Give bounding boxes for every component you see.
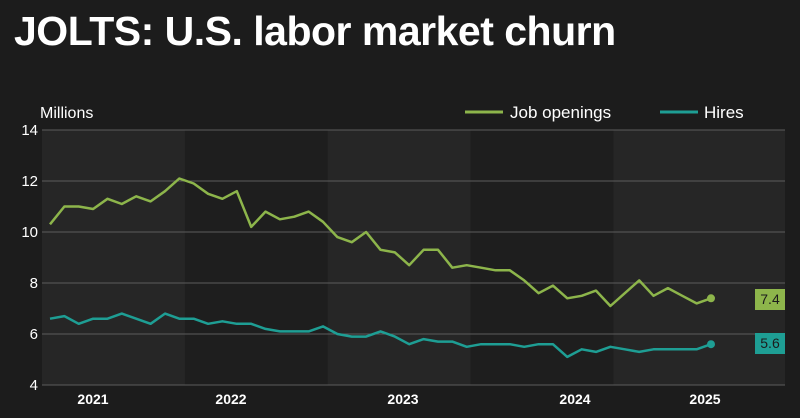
legend-label-hires: Hires [704,103,744,122]
y-tick-label-6: 6 [30,326,38,343]
x-tick-label-2024: 2024 [559,391,590,407]
y-tick-label-8: 8 [30,275,38,292]
gridlines [42,129,785,386]
y-tick-label-10: 10 [21,224,38,241]
end-point-0-46 [707,294,715,303]
x-tick-label-2021: 2021 [77,391,108,407]
x-tick-label-2025: 2025 [689,391,720,407]
series-line-hires [49,312,712,359]
end-label-hires: 5.6 [760,335,780,351]
x-axis-ticks: 2021 2022 2023 2024 2025 [77,391,720,407]
end-label-box-0 [755,289,785,310]
end-point-1-46 [707,340,715,349]
end-label-box-1 [755,333,785,354]
year-band-2022 [184,130,328,385]
chart-title: JOLTS: U.S. labor market churn [14,8,616,54]
end-labels: 7.4 5.6 [755,289,785,354]
y-tick-label-14: 14 [21,122,38,139]
year-bands [42,130,785,385]
series-lines [49,177,715,359]
plot-background [42,130,785,385]
legend: Job openings Hires [465,103,744,122]
y-axis-ticks: 4 6 8 10 12 14 [21,122,38,394]
year-band-2024 [470,130,614,385]
y-tick-label-12: 12 [21,173,38,190]
x-tick-label-2023: 2023 [387,391,418,407]
legend-label-job-openings: Job openings [510,103,611,122]
series-line-job-openings [49,177,712,308]
x-tick-label-2022: 2022 [215,391,246,407]
y-axis-label: Millions [40,105,93,122]
end-label-job-openings: 7.4 [760,291,780,307]
y-tick-label-4: 4 [30,377,38,394]
